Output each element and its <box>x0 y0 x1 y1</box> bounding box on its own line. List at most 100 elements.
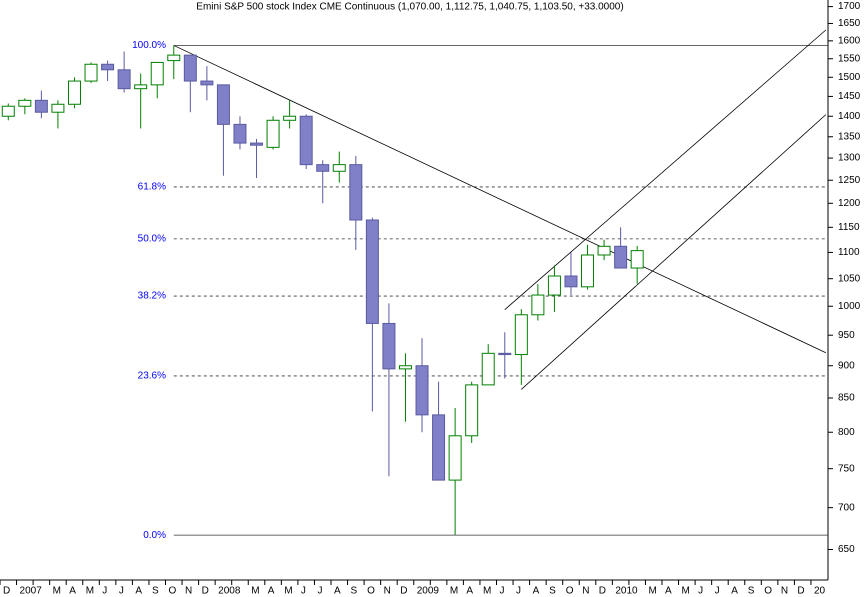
fib-label: 38.2% <box>138 291 166 302</box>
y-tick-label: 1500 <box>838 72 861 83</box>
y-tick-label: 900 <box>838 360 855 371</box>
x-tick-label: A <box>268 586 275 597</box>
x-tick-label: N <box>781 586 788 597</box>
candle-body <box>481 352 495 386</box>
x-tick-label: A <box>334 586 341 597</box>
candle-body <box>183 54 197 82</box>
x-tick-label: 2007 <box>20 586 43 597</box>
fib-label: 100.0% <box>132 40 166 51</box>
fib-label: 50.0% <box>138 233 166 244</box>
x-tick-label: J <box>715 586 720 597</box>
y-tick-label: 1250 <box>838 175 861 186</box>
y-tick-label: 750 <box>838 463 855 474</box>
y-tick-label: 1200 <box>838 198 861 209</box>
candle-body <box>134 84 148 90</box>
candle-body <box>34 99 48 113</box>
x-tick-label: S <box>549 586 556 597</box>
x-tick-label: M <box>284 586 292 597</box>
x-tick-label: D <box>400 586 407 597</box>
fib-label: 61.8% <box>138 182 166 193</box>
x-tick-label: J <box>516 586 521 597</box>
candle-body <box>581 254 595 288</box>
x-tick-label: O <box>367 586 375 597</box>
x-tick-label: J <box>698 586 703 597</box>
x-tick-label: 20 <box>814 586 826 597</box>
x-tick-label: O <box>169 586 177 597</box>
trend-line <box>173 45 827 354</box>
candle-body <box>432 414 446 481</box>
candle-body <box>382 322 396 370</box>
y-tick-label: 1050 <box>838 273 861 284</box>
x-tick-label: D <box>202 586 209 597</box>
candle-body <box>531 294 545 316</box>
y-tick-label: 700 <box>838 502 855 513</box>
x-tick-label: O <box>566 586 574 597</box>
y-tick-label: 1600 <box>838 35 861 46</box>
candle-body <box>150 61 164 86</box>
x-tick-label: N <box>582 586 589 597</box>
candle-body <box>167 54 181 62</box>
y-tick-label: 1400 <box>838 111 861 122</box>
x-tick-label: D <box>599 586 606 597</box>
candle-body <box>514 314 528 356</box>
y-tick-label: 800 <box>838 427 855 438</box>
x-tick-label: A <box>466 586 473 597</box>
x-tick-label: A <box>69 586 76 597</box>
x-tick-label: J <box>119 586 124 597</box>
y-tick-label: 1350 <box>838 131 861 142</box>
x-tick-label: M <box>450 586 458 597</box>
y-tick-label: 950 <box>838 330 855 341</box>
y-tick-label: 650 <box>838 544 855 555</box>
x-tick-label: D <box>3 586 10 597</box>
x-tick-label: 2009 <box>417 586 440 597</box>
y-tick-label: 1000 <box>838 301 861 312</box>
candle-body <box>630 250 644 269</box>
candle-body <box>250 142 264 146</box>
x-tick-label: J <box>317 586 322 597</box>
candle-body <box>67 80 81 105</box>
x-tick-label: M <box>53 586 61 597</box>
y-tick-label: 1650 <box>838 18 861 29</box>
candle-body <box>51 103 65 113</box>
x-tick-label: M <box>648 586 656 597</box>
y-tick-label: 1150 <box>838 222 860 233</box>
x-tick-label: 2008 <box>218 586 241 597</box>
candle-body <box>233 123 247 144</box>
candle-body <box>448 435 462 481</box>
x-tick-label: M <box>86 586 94 597</box>
candle-body <box>216 84 230 125</box>
x-tick-label: A <box>665 586 672 597</box>
candle-body <box>283 115 297 121</box>
candle-body <box>564 275 578 288</box>
candle-body <box>200 80 214 86</box>
candle-body <box>614 245 628 269</box>
x-tick-label: N <box>185 586 192 597</box>
x-tick-label: 2010 <box>615 586 638 597</box>
candle-body <box>547 275 561 296</box>
candle-body <box>349 164 363 221</box>
x-tick-label: N <box>384 586 391 597</box>
candle-body <box>597 245 611 256</box>
x-tick-label: S <box>152 586 159 597</box>
x-tick-label: A <box>135 586 142 597</box>
trend-line <box>521 114 827 390</box>
candle-body <box>266 119 280 148</box>
chart-title: Emini S&P 500 stock Index CME Continuous… <box>196 2 623 13</box>
candle-body <box>415 365 429 416</box>
y-tick-label: 1700 <box>838 1 861 12</box>
candle-body <box>316 164 330 172</box>
x-tick-label: J <box>500 586 505 597</box>
x-tick-label: S <box>351 586 358 597</box>
candle-body <box>18 99 32 107</box>
candle-body <box>398 365 412 370</box>
fib-label: 23.6% <box>138 371 166 382</box>
x-tick-label: M <box>682 586 690 597</box>
trend-line <box>504 29 827 310</box>
y-tick-label: 1100 <box>838 247 860 258</box>
candle-body <box>1 105 15 117</box>
candle-body <box>332 164 346 172</box>
candle-body <box>465 384 479 437</box>
candle-body <box>84 63 98 82</box>
